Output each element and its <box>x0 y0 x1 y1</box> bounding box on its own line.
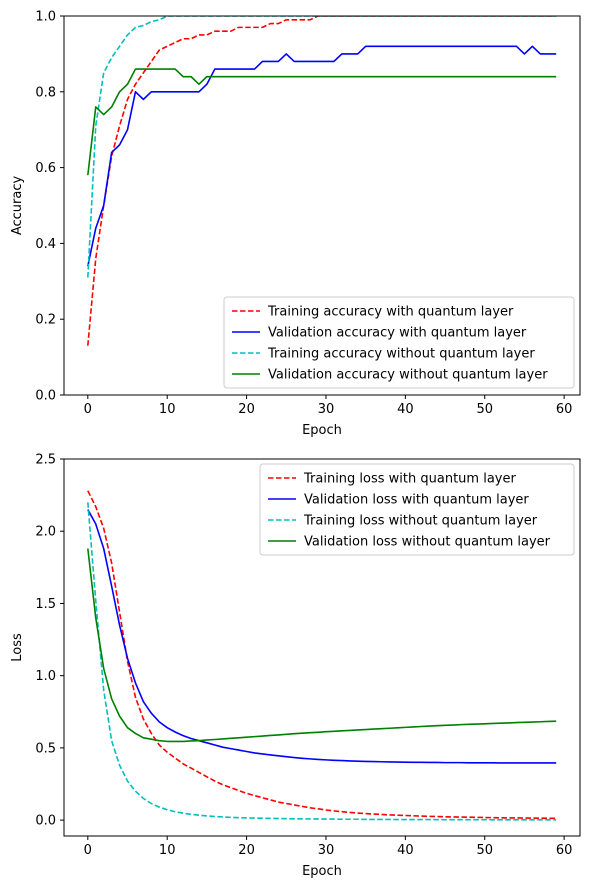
legend-box <box>223 296 575 389</box>
series-line-2 <box>87 16 557 278</box>
x-tick-label: 10 <box>159 843 176 858</box>
x-tick-label: 40 <box>397 402 414 417</box>
series-group <box>87 490 557 821</box>
y-tick-label: 1.5 <box>35 597 56 612</box>
y-axis-title: Accuracy <box>10 176 25 236</box>
x-tick-label: 0 <box>84 843 92 858</box>
y-tick-label: 0.0 <box>35 814 56 829</box>
series-line-2 <box>87 502 557 821</box>
x-axis-title: Epoch <box>302 864 342 879</box>
plot-frame <box>63 458 581 837</box>
y-tick-label: 0.5 <box>35 741 56 756</box>
legend-label: Validation accuracy with quantum layer <box>268 326 527 341</box>
series-line-3 <box>87 548 557 743</box>
y-tick-label: 0.6 <box>35 161 56 176</box>
x-tick-label: 0 <box>84 402 92 417</box>
series-line-3 <box>87 68 557 176</box>
series-line-0 <box>87 16 557 346</box>
legend: Training accuracy with quantum layer Vali… <box>223 296 575 389</box>
legend: Training loss with quantum layer Validati… <box>259 463 575 556</box>
x-tick-label: 30 <box>318 402 335 417</box>
y-tick-label: 0.8 <box>35 85 56 100</box>
x-tick-label: 60 <box>556 402 573 417</box>
legend-label: Validation accuracy without quantum laye… <box>268 368 548 383</box>
x-tick-label: 30 <box>318 843 335 858</box>
legend-label: Training loss without quantum layer <box>303 514 538 529</box>
x-tick-label: 50 <box>476 402 493 417</box>
x-tick-label: 20 <box>238 402 255 417</box>
legend-label: Validation loss without quantum layer <box>304 535 551 550</box>
series-group <box>87 16 557 346</box>
x-tick-label: 50 <box>476 843 493 858</box>
y-tick-label: 2.5 <box>35 453 56 468</box>
y-axis-title: Loss <box>10 633 25 662</box>
y-tick-label: 2.0 <box>35 525 56 540</box>
series-line-0 <box>87 490 557 820</box>
x-tick-label: 60 <box>556 843 573 858</box>
y-tick-label: 0.0 <box>35 389 56 404</box>
y-tick-label: 0.4 <box>35 237 56 252</box>
legend-label: Training accuracy with quantum layer <box>267 305 514 320</box>
x-tick-label: 20 <box>238 843 255 858</box>
series-line-1 <box>87 45 557 267</box>
legend-label: Training accuracy without quantum layer <box>267 347 535 362</box>
plot-frame <box>63 15 581 396</box>
y-tick-label: 1.0 <box>35 669 56 684</box>
legend-box <box>259 463 575 556</box>
loss-chart: 0 10 20 30 40 50 60 0.0 0.5 1.0 1.5 2.0 2.5 Epoch Loss… <box>10 453 581 879</box>
x-tick-label: 40 <box>397 843 414 858</box>
legend-label: Validation loss with quantum layer <box>304 493 529 508</box>
y-tick-label: 1.0 <box>35 10 56 25</box>
accuracy-chart: 0 10 20 30 40 50 60 0.0 0.2 0.4 0.6 0.8 1.0 Epoch Accu… <box>10 10 581 438</box>
x-axis-title: Epoch <box>302 423 342 438</box>
series-line-1 <box>87 509 557 764</box>
legend-label: Training loss with quantum layer <box>303 472 516 487</box>
x-tick-label: 10 <box>159 402 176 417</box>
y-tick-label: 0.2 <box>35 313 56 328</box>
